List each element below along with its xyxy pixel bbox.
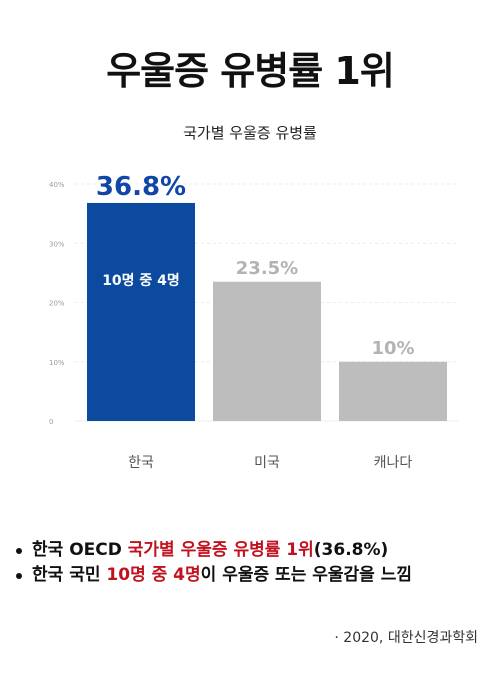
data-label: 10% (371, 338, 414, 359)
y-tick-label: 30% (49, 240, 65, 248)
bar-1 (87, 202, 195, 421)
y-tick-label: 20% (49, 300, 65, 308)
summary-highlight: 10명 중 4명 (106, 565, 201, 585)
chart-title: 국가별 우울증 유병률 (183, 124, 317, 142)
summary-text: (36.8%) (313, 540, 389, 560)
y-tick-label: 40% (49, 181, 65, 189)
bar-2 (213, 281, 321, 421)
y-tick-label: 0 (49, 418, 53, 426)
data-label: 23.5% (236, 258, 298, 279)
summary-text: 한국 국민 (32, 565, 107, 585)
summary-text: 한국 OECD (32, 540, 128, 560)
bar-3 (339, 361, 447, 421)
y-tick-label: 10% (49, 359, 65, 367)
bar-annotation: 10명 중 4명 (102, 272, 180, 289)
summary-text: 이 우울증 또는 우울감을 느낌 (200, 565, 413, 585)
category-label: 미국 (254, 455, 280, 471)
summary-list: 한국 OECD 국가별 우울증 유병률 1위(36.8%) 한국 국민 10명 … (14, 538, 494, 588)
bar-chart: 0 10% 20% 30% 40% 36.8% 한국 23.5% 미국 10% 캐나다 10명 중 4… (49, 172, 458, 471)
summary-item-2: 한국 국민 10명 중 4명이 우울증 또는 우울감을 느낌 (14, 563, 494, 588)
source-note: · 2020, 대한신경과학회 (334, 630, 478, 646)
summary-item-1: 한국 OECD 국가별 우울증 유병률 1위(36.8%) (14, 538, 494, 563)
summary-highlight: 국가별 우울증 유병률 1위 (127, 540, 314, 560)
data-label: 36.8% (96, 172, 186, 202)
category-label: 한국 (128, 455, 154, 471)
category-label: 캐나다 (374, 455, 413, 471)
page-title: 우울증 유병률 1위 (106, 49, 395, 93)
